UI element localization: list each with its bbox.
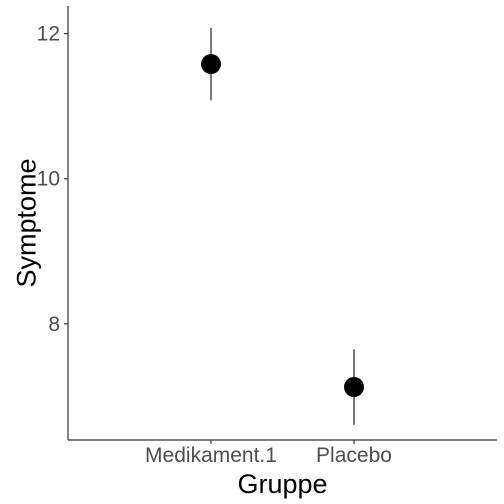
data-point [344, 377, 364, 398]
y-axis-ticks: 8 10 12 [37, 23, 68, 336]
x-axis-ticks: Medikament.1 Placebo [145, 440, 392, 467]
x-tick-label: Placebo [316, 444, 392, 467]
y-tick-label: 8 [48, 313, 60, 336]
y-axis-title: Symptome [11, 158, 41, 287]
data-point [201, 54, 221, 75]
data-marks [201, 27, 364, 425]
y-tick-label: 10 [37, 168, 60, 191]
x-tick-label: Medikament.1 [145, 444, 277, 467]
x-axis-title: Gruppe [237, 469, 327, 499]
y-tick-label: 12 [37, 23, 60, 46]
